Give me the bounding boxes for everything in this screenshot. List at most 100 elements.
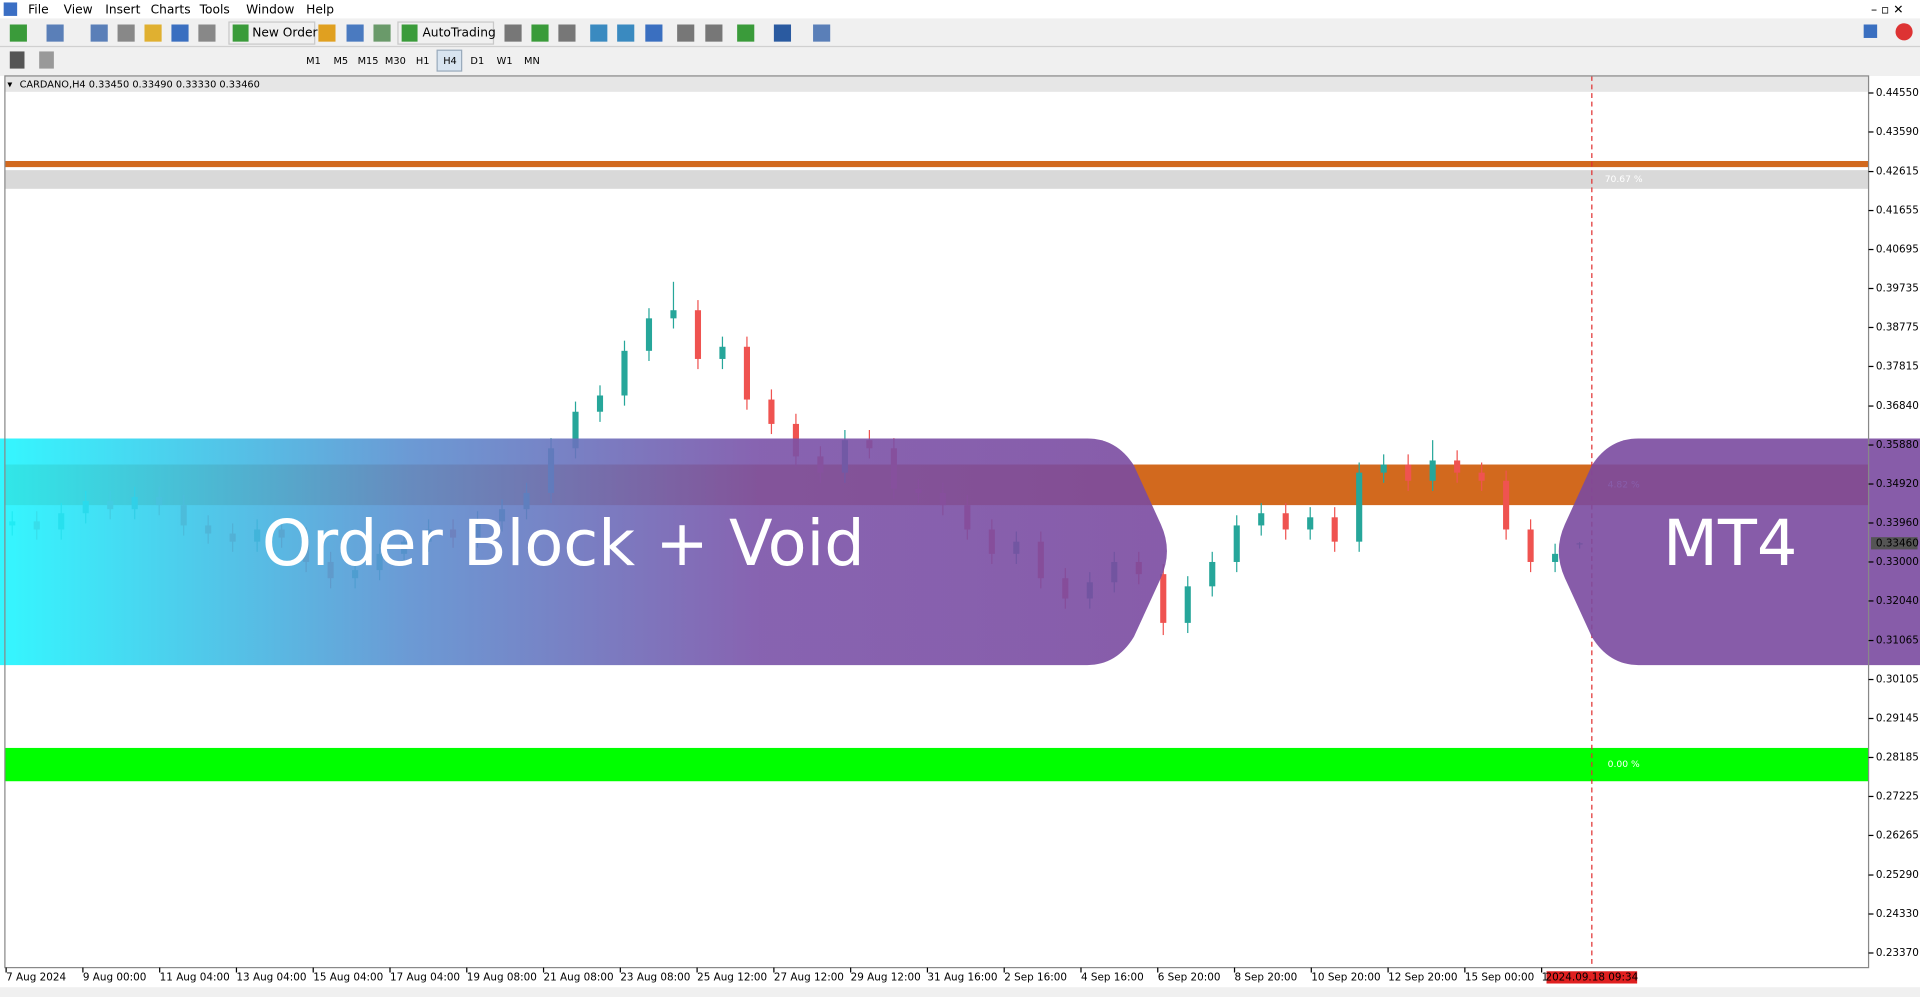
x-tick-label: 31 Aug 16:00 — [927, 971, 997, 983]
y-tick-label: 0.27225 — [1876, 790, 1919, 802]
candle-body — [1503, 480, 1510, 530]
candle-body — [621, 350, 628, 396]
candle-body — [1527, 529, 1534, 562]
x-tick-label: 17 Aug 04:00 — [390, 971, 460, 983]
chart-header — [4, 75, 1869, 92]
banner — [0, 438, 1920, 666]
candle-body — [1331, 517, 1338, 542]
timeframe-button[interactable]: H4 — [443, 56, 457, 67]
candle-body — [1454, 460, 1461, 473]
autotrading-label[interactable]: AutoTrading — [422, 26, 495, 40]
x-tick-label: 6 Sep 20:00 — [1158, 971, 1221, 983]
menu-item[interactable]: Insert — [105, 2, 140, 16]
menu-item[interactable]: Window — [246, 2, 294, 16]
zone — [4, 747, 1869, 782]
y-tick-label: 0.38775 — [1876, 321, 1919, 333]
menu-item[interactable]: Help — [306, 2, 334, 16]
y-tick-label: 0.39735 — [1876, 283, 1919, 295]
candle-body — [1356, 472, 1363, 542]
candle-body — [1160, 574, 1167, 623]
candle-body — [1429, 460, 1436, 481]
candle-body — [694, 310, 702, 359]
y-tick-label: 0.33000 — [1876, 556, 1919, 568]
candle-body — [1405, 464, 1412, 481]
x-tick-label: 2 Sep 16:00 — [1004, 971, 1067, 983]
chart-frame — [4, 75, 1870, 969]
candle-body — [1380, 464, 1387, 473]
y-tick-label: 0.28185 — [1876, 751, 1919, 763]
level-line — [4, 160, 1869, 168]
zone — [4, 170, 1869, 189]
zone-label: 0.00 % — [1608, 759, 1640, 770]
candle-body — [719, 346, 726, 359]
x-tick-label: 4 Sep 16:00 — [1081, 971, 1144, 983]
x-tick-label: 19 Aug 08:00 — [467, 971, 537, 983]
candle-body — [768, 399, 775, 424]
x-tick-label: 15 Aug 04:00 — [313, 971, 383, 983]
candle-body — [645, 318, 653, 351]
y-tick-label: 0.26265 — [1876, 829, 1919, 841]
y-tick-label: 0.30105 — [1876, 674, 1919, 686]
y-tick-label: 0.40695 — [1876, 244, 1919, 256]
banner-title: Order Block + Void — [262, 507, 865, 581]
menu-bar — [0, 0, 1920, 19]
candle-body — [596, 395, 604, 412]
zone-label: 70.67 % — [1605, 174, 1643, 185]
cursor-time-label: 2024.09.18 09:34 — [1545, 971, 1638, 983]
candle-body — [1307, 517, 1314, 530]
candle-body — [1184, 586, 1191, 623]
y-tick-label: 0.37815 — [1876, 360, 1919, 372]
current-price-box — [1871, 537, 1918, 550]
candle-body — [1552, 553, 1559, 562]
timeframe-button[interactable]: M5 — [333, 56, 348, 67]
y-tick-label: 0.31065 — [1876, 635, 1919, 647]
candle-body — [1478, 472, 1485, 481]
cursor-time-box — [1546, 971, 1638, 984]
y-tick-label: 0.34920 — [1876, 478, 1919, 490]
x-tick-label: 21 Aug 08:00 — [544, 971, 614, 983]
timeframe-button[interactable]: M15 — [358, 56, 379, 67]
menu-item[interactable]: Tools — [199, 2, 230, 16]
timeframe-button[interactable]: H1 — [416, 56, 430, 67]
x-tick-label: 10 Sep 20:00 — [1311, 971, 1380, 983]
x-tick-label: 11 Aug 04:00 — [160, 971, 230, 983]
y-tick-label: 0.41655 — [1876, 205, 1919, 217]
y-tick-label: 0.36840 — [1876, 400, 1919, 412]
menu-item[interactable]: View — [64, 2, 93, 16]
new-order-button[interactable] — [228, 21, 316, 45]
y-tick-label: 0.29145 — [1876, 712, 1919, 724]
candle-body — [572, 411, 579, 449]
menu-item[interactable]: File — [28, 2, 48, 16]
menu-item[interactable]: Charts — [151, 2, 191, 16]
y-tick-label: 0.43590 — [1876, 126, 1919, 138]
y-tick-label: 0.25290 — [1876, 869, 1919, 881]
timeframe-button[interactable]: D1 — [470, 56, 484, 67]
autotrading-button[interactable] — [397, 21, 495, 45]
candle-body — [1258, 513, 1265, 526]
x-tick-label: 25 Aug 12:00 — [697, 971, 767, 983]
y-tick-label: 0.35880 — [1876, 439, 1919, 451]
y-tick-label: 0.33960 — [1876, 517, 1919, 529]
window-controls[interactable]: – ▫ ✕ — [1871, 2, 1903, 16]
banner-platform: MT4 — [1663, 507, 1797, 581]
timeframe-button[interactable]: W1 — [497, 56, 513, 67]
x-tick-label: 15 Sep 00:00 — [1465, 971, 1534, 983]
candle-body — [1233, 525, 1240, 562]
new-order-label[interactable]: New Order — [252, 26, 318, 40]
x-tick-label: 8 Sep 20:00 — [1235, 971, 1298, 983]
y-tick-label: 0.23370 — [1876, 947, 1919, 959]
x-tick-label: 7 Aug 2024 — [6, 971, 66, 983]
candle-body — [1282, 513, 1289, 530]
y-tick-label: 0.44550 — [1876, 87, 1919, 99]
current-price-label: 0.33460 — [1876, 537, 1919, 549]
timeframe-button[interactable]: M1 — [306, 56, 321, 67]
candle-body — [743, 346, 750, 400]
timeframe-button[interactable]: MN — [524, 56, 540, 67]
y-tick-label: 0.42615 — [1876, 166, 1919, 178]
x-tick-label: 9 Aug 00:00 — [83, 971, 146, 983]
banner-left — [0, 438, 1167, 666]
y-tick-label: 0.32040 — [1876, 595, 1919, 607]
candle-body — [1209, 561, 1216, 587]
timeframe-button[interactable]: M30 — [385, 56, 406, 67]
